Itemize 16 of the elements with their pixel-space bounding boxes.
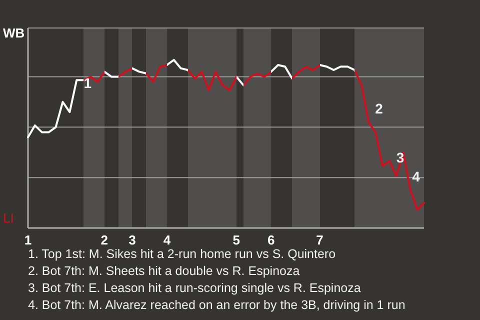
x-tick-label: 1 xyxy=(24,232,32,248)
annotation: 4 xyxy=(412,168,420,185)
text: WB xyxy=(3,25,25,40)
x-tick-label: 5 xyxy=(232,232,240,248)
text: LI xyxy=(3,210,14,226)
text: 1. Top 1st: M. Sikes hit a 2-run home run vs S. Quintero xyxy=(28,247,336,261)
text: 2. Bot 7th: M. Sheets hit a double vs R. Espinoza xyxy=(28,264,300,278)
text: 4. Bot 7th: M. Alvarez reached on an error by the 3B, driving in 1 run xyxy=(28,298,406,312)
x-tick-label: 7 xyxy=(316,232,324,248)
x-tick-label: 2 xyxy=(100,232,108,248)
x-tick-label: 6 xyxy=(268,232,275,248)
x-tick-label: 4 xyxy=(163,232,172,248)
annotation: 1 xyxy=(84,74,92,91)
text: 3. Bot 7th: E. Leason hit a run-scoring single vs R. Espinoza xyxy=(28,281,361,295)
x-tick-label: 3 xyxy=(128,232,136,248)
annotation: 2 xyxy=(375,100,384,117)
